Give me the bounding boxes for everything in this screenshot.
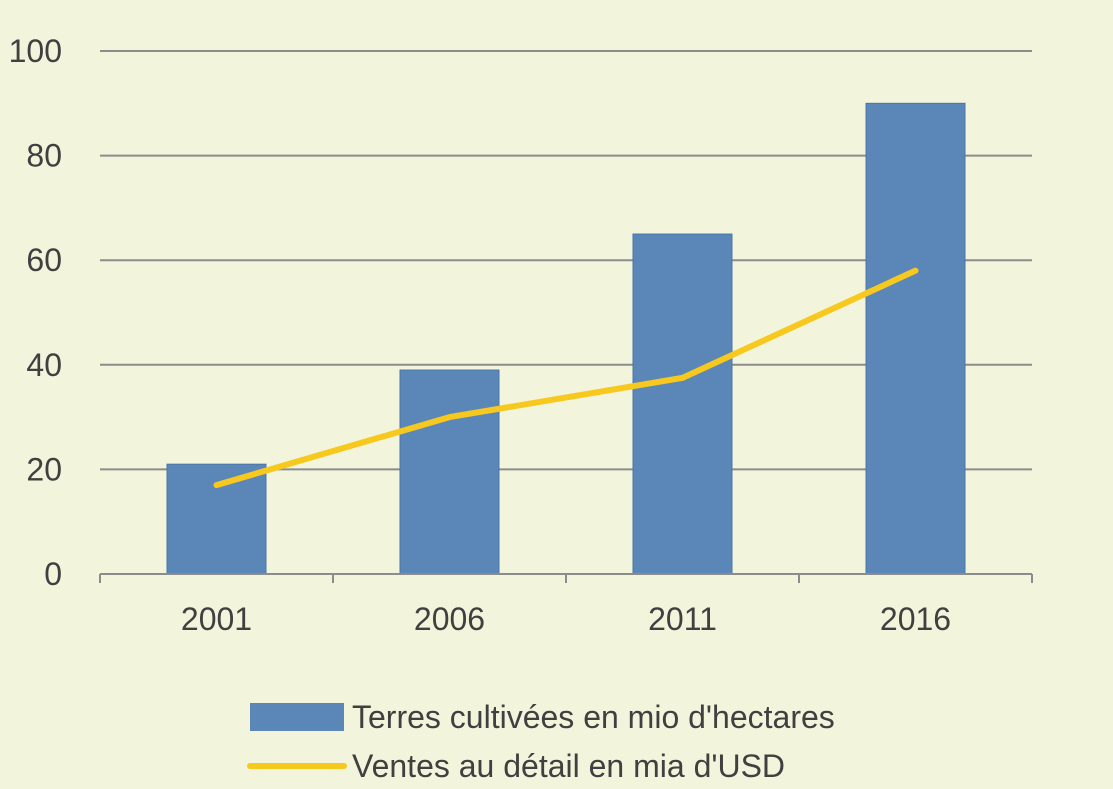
line-point-2001	[216, 484, 217, 486]
legend-swatch-bar	[250, 703, 344, 731]
line-point-2011	[682, 377, 683, 379]
legend-label-line: Ventes au détail en mia d'USD	[352, 748, 785, 784]
x-tick-label-2011: 2011	[648, 601, 717, 637]
line-layer	[213, 267, 919, 489]
y-tick-label-80: 80	[26, 138, 62, 174]
x-tick-label-2016: 2016	[880, 601, 951, 637]
y-tick-label-0: 0	[44, 556, 62, 592]
y-tick-label-20: 20	[26, 451, 62, 487]
legend-label-bar: Terres cultivées en mio d'hectares	[352, 699, 835, 735]
axis-layer: 0 20 40 60 80 100 2001 2006 2011 2016	[9, 33, 1033, 637]
series-line-ventes	[213, 267, 919, 489]
bar-2001	[166, 463, 267, 575]
y-tick-label-40: 40	[26, 347, 62, 383]
bar-2006	[399, 369, 500, 575]
line-point-2006	[449, 416, 450, 418]
line-point-2016	[915, 270, 916, 272]
y-tick-label-100: 100	[9, 33, 62, 69]
x-tick-label-2001: 2001	[181, 601, 252, 637]
bar-2016	[865, 102, 966, 575]
bar-layer	[166, 102, 966, 575]
y-tick-label-60: 60	[26, 242, 62, 278]
x-tick-label-2006: 2006	[414, 601, 485, 637]
bar-2011	[632, 233, 733, 575]
legend: Terres cultivées en mio d'hectares Vente…	[247, 699, 835, 784]
